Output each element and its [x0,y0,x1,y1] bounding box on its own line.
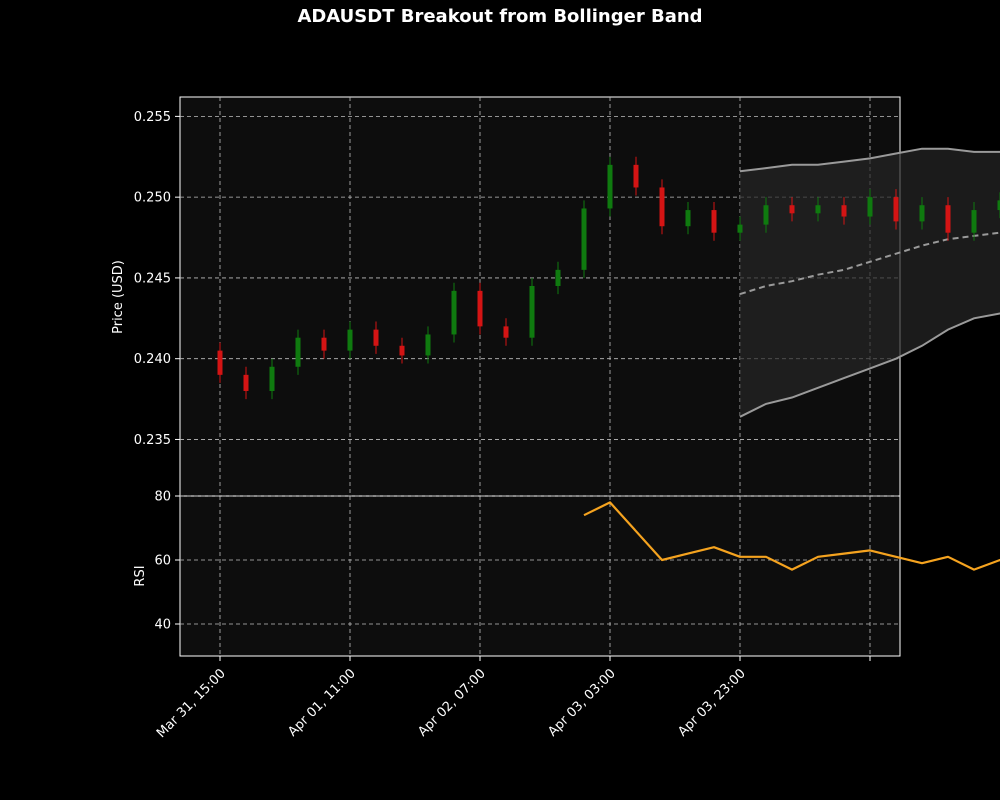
candlesticks [217,156,1000,400]
x-axis: Mar 31, 15:00 Apr 01, 11:00 Apr 02, 07:00 A… [154,656,871,741]
rsi-axis-label: RSI [133,565,148,586]
price-y-tick-label: 0.250 [134,191,171,206]
price-y-axis: 0.235 0.240 0.245 0.250 0.255 [134,110,180,448]
candle-body [581,208,587,270]
candle-body [399,345,405,356]
rsi-y-tick-label: 60 [154,554,171,569]
bollinger-fill [740,148,1000,417]
candle-body [867,197,873,217]
price-y-tick-label: 0.235 [134,433,171,448]
x-tick-label: Apr 02, 07:00 [415,666,488,739]
candle-body [269,366,275,391]
rsi-panel [179,495,901,657]
price-y-tick-label: 0.245 [134,271,171,286]
candle-body [997,200,1000,211]
candle-body [841,205,847,217]
candle-body [711,210,717,233]
price-axis-label: Price (USD) [111,260,126,334]
candle-body [763,205,769,225]
x-tick-label: Apr 03, 23:00 [675,666,748,739]
candle-body [243,374,249,391]
rsi-y-tick-label: 40 [154,618,171,633]
x-tick-label: Mar 31, 15:00 [154,666,229,741]
candle-body [815,205,821,214]
candle-body [945,205,951,233]
x-tick-label: Apr 03, 03:00 [545,666,618,739]
rsi-line [583,501,1000,571]
x-tick-label: Apr 01, 11:00 [285,666,358,739]
bollinger-bands [739,147,1000,418]
candle-body [685,210,691,227]
candle-body [529,286,535,338]
candle-body [373,329,379,346]
candle-body [477,290,483,327]
candle-body [893,197,899,222]
candle-body [295,337,301,367]
candle-body [919,205,925,222]
candle-body [217,350,223,375]
rsi-grid [180,495,900,656]
candle-body [971,210,977,233]
candle-body [555,269,561,286]
candle-body [347,329,353,351]
rsi-y-axis: 40 60 80 [154,490,180,633]
candle-body [425,334,431,356]
candle-body [737,224,743,233]
rsi-y-tick-label: 80 [154,490,171,505]
rsi-series [583,501,1000,571]
candle-body [659,187,665,227]
price-y-tick-label: 0.255 [134,110,171,125]
chart-title: ADAUSDT Breakout from Bollinger Band [297,6,702,27]
candle-body [633,164,639,188]
candle-body [321,337,327,351]
candle-body [789,205,795,214]
candle-body [607,164,613,209]
candle-body [451,290,457,335]
price-y-tick-label: 0.240 [134,352,171,367]
candle-body [503,326,509,338]
